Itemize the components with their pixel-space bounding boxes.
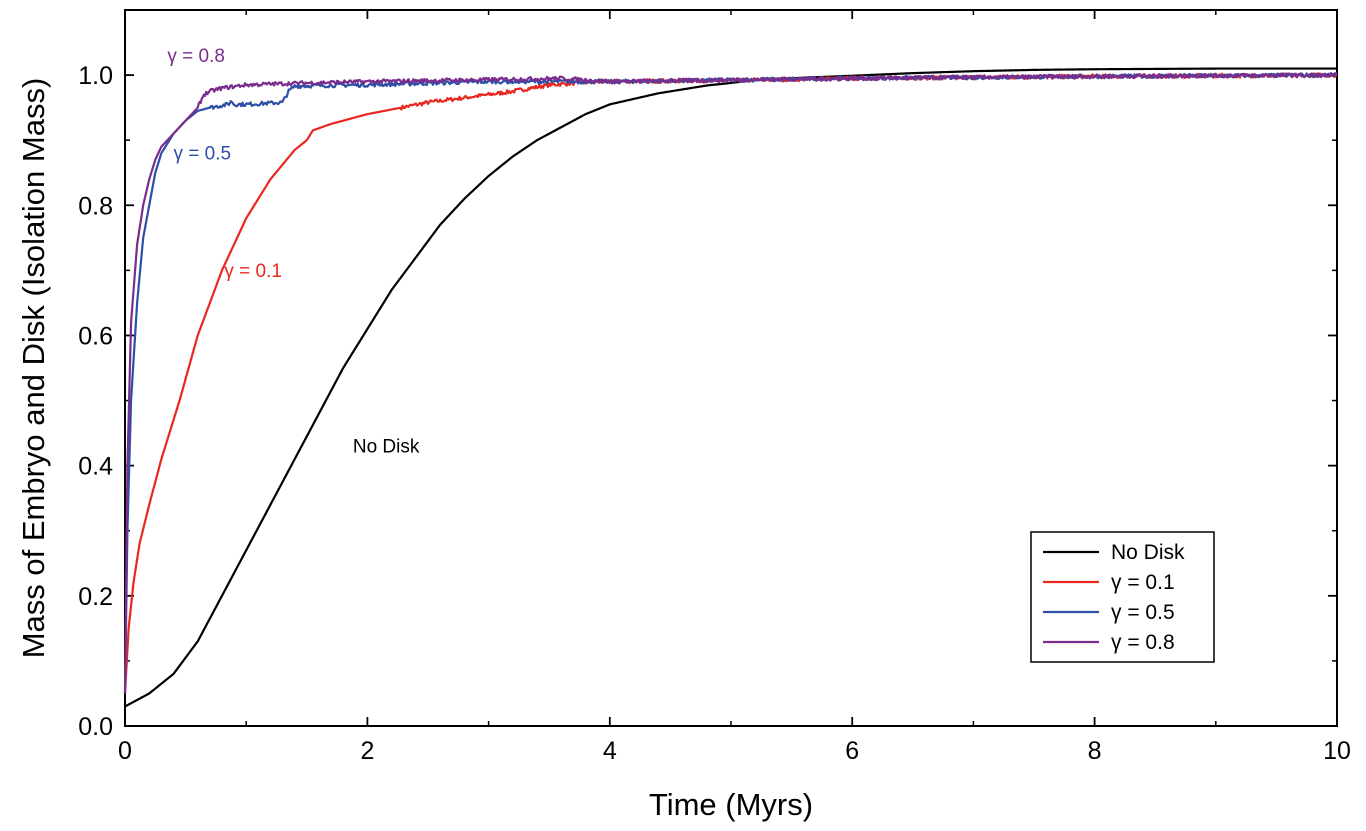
y-axis-title: Mass of Embryo and Disk (Isolation Mass) <box>16 78 51 659</box>
y-tick-label: 0.8 <box>78 192 113 220</box>
x-axis-title: Time (Myrs) <box>649 787 813 822</box>
series-annotation: No Disk <box>353 437 420 458</box>
y-tick-labels: 0.0 0.2 0.4 0.6 0.8 1.0 <box>78 62 113 741</box>
legend-label: No Disk <box>1111 541 1185 564</box>
series-annotation: γ = 0.8 <box>167 46 225 67</box>
y-tick-label: 0.2 <box>78 583 113 611</box>
legend-label: γ = 0.8 <box>1111 631 1175 654</box>
x-tick-label: 6 <box>845 737 859 765</box>
series-line <box>124 67 1337 708</box>
legend: No Disk γ = 0.1 γ = 0.5 γ = 0.8 <box>1030 531 1215 663</box>
y-tick-label: 0.4 <box>78 453 113 481</box>
x-tick-labels: 0 2 4 6 8 10 <box>118 737 1351 765</box>
y-tick-label: 0.6 <box>78 322 113 350</box>
x-tick-label: 0 <box>118 737 132 765</box>
series-annotation: γ = 0.5 <box>173 144 231 165</box>
x-tick-label: 8 <box>1088 737 1102 765</box>
y-tick-label: 0.0 <box>78 713 113 741</box>
legend-label: γ = 0.5 <box>1111 601 1175 624</box>
y-tick-label: 1.0 <box>78 62 113 90</box>
annotations: γ = 0.8 γ = 0.5 γ = 0.1 No Disk <box>167 46 419 458</box>
x-tick-label: 4 <box>603 737 617 765</box>
plot-area: γ = 0.8 γ = 0.5 γ = 0.1 No Disk <box>123 9 1338 727</box>
x-tick-label: 10 <box>1323 737 1351 765</box>
series-lines <box>123 67 1338 708</box>
legend-label: γ = 0.1 <box>1111 571 1175 594</box>
x-tick-label: 2 <box>360 737 374 765</box>
legend-box <box>1030 531 1215 663</box>
series-annotation: γ = 0.1 <box>224 261 282 282</box>
series-line <box>123 72 1338 694</box>
